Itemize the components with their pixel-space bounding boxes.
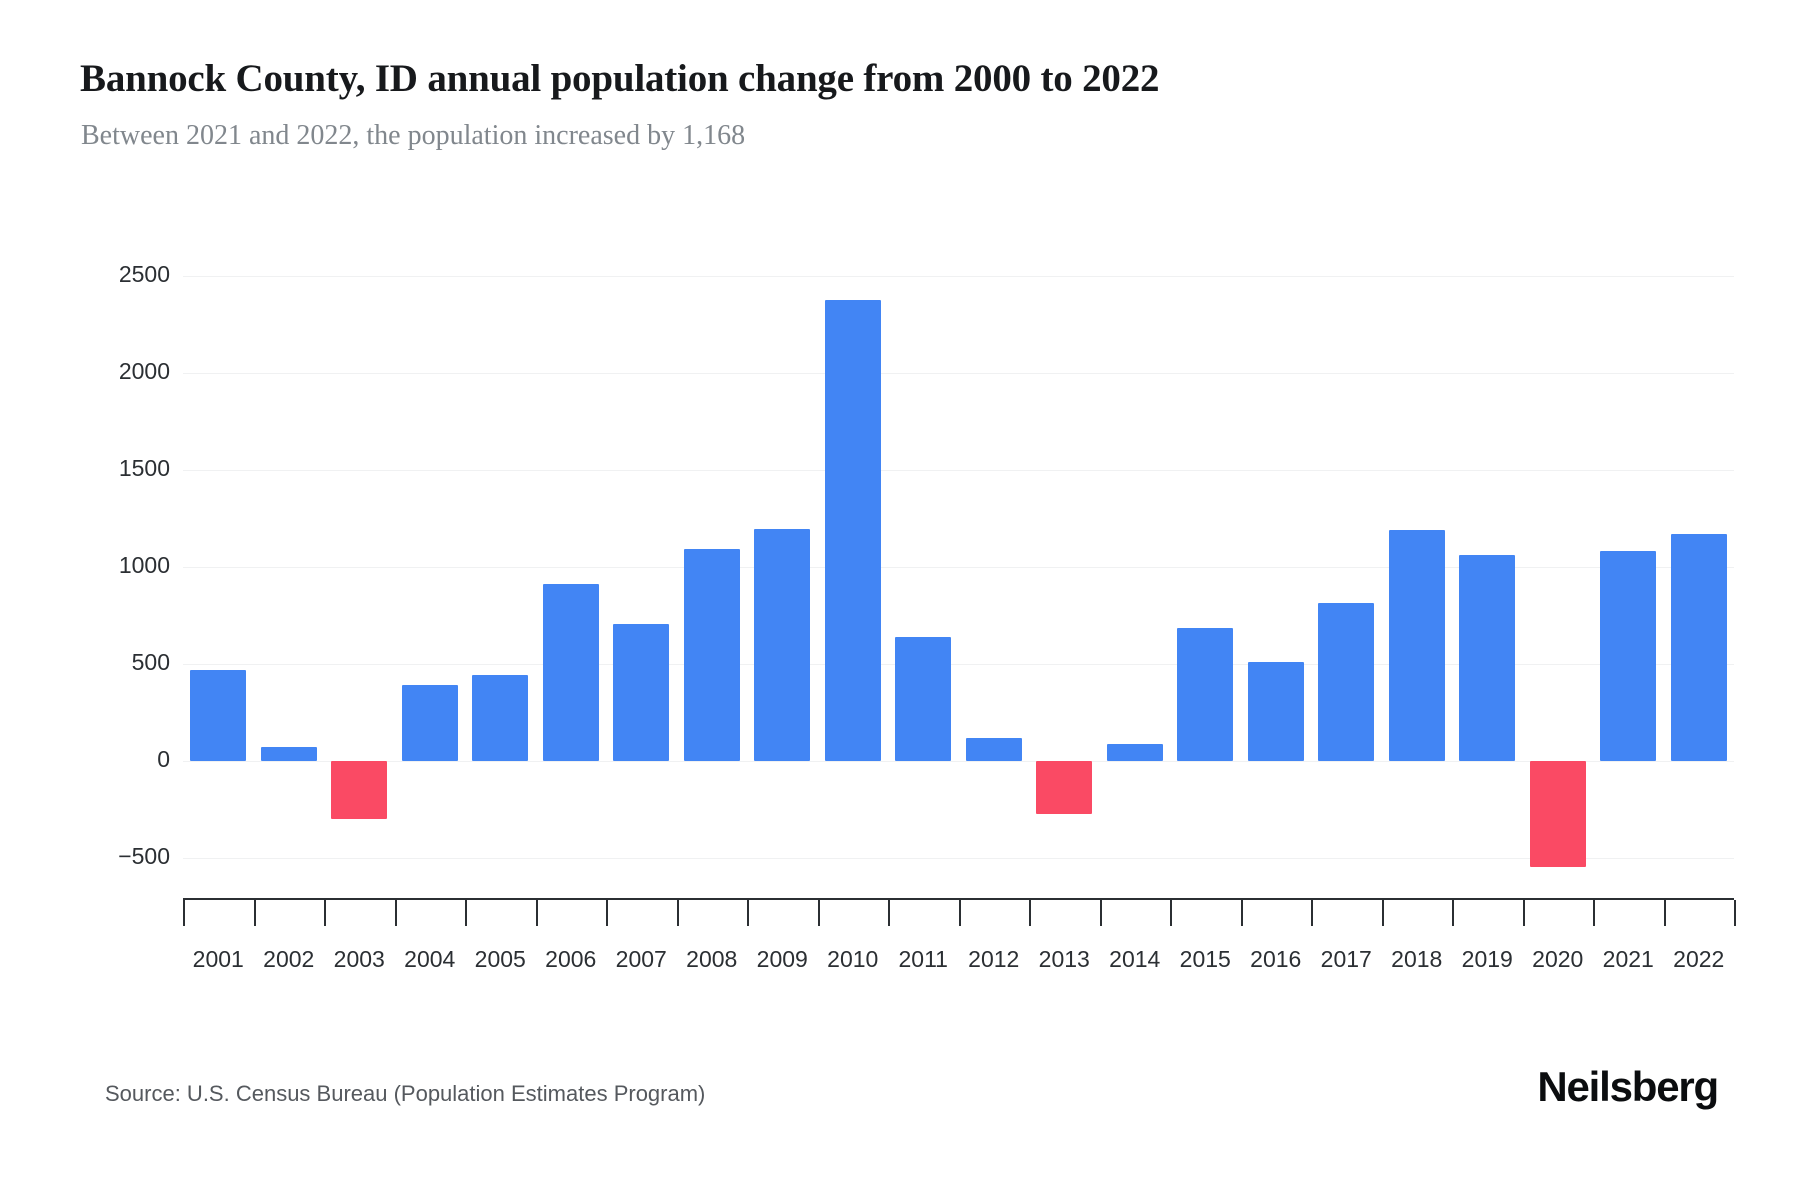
x-axis-tick (747, 900, 749, 926)
x-axis-tick (1240, 900, 1243, 926)
x-axis-tick (1029, 900, 1031, 926)
bar-2021[interactable] (1600, 551, 1657, 761)
x-axis-tick-label-2003: 2003 (333, 946, 385, 972)
bar-2003[interactable] (331, 761, 388, 820)
bar-2001[interactable] (190, 669, 247, 761)
y-gridline (183, 276, 1734, 277)
x-axis-tick (888, 900, 890, 926)
x-axis-tick-label-2015: 2015 (1179, 946, 1231, 972)
bar-2012[interactable] (965, 737, 1022, 761)
x-axis-tick-label-2005: 2005 (474, 946, 526, 972)
x-axis-tick (535, 900, 538, 926)
x-axis-tick (817, 900, 820, 926)
bar-2022[interactable] (1670, 534, 1727, 761)
x-axis-tick (958, 900, 961, 926)
x-axis-tick-label-2013: 2013 (1038, 946, 1090, 972)
bar-2007[interactable] (613, 624, 670, 761)
bar-2006[interactable] (542, 584, 599, 761)
page-subtitle: Between 2021 and 2022, the population in… (81, 120, 746, 151)
x-axis-tick-label-2020: 2020 (1532, 946, 1584, 972)
source-note: Source: U.S. Census Bureau (Population E… (105, 1081, 706, 1106)
x-axis-tick (1734, 900, 1736, 926)
x-axis-tick-label-2006: 2006 (545, 946, 597, 972)
x-axis-tick (1099, 900, 1102, 926)
x-axis-tick (1452, 900, 1454, 926)
x-axis-tick-label-2022: 2022 (1673, 946, 1725, 972)
y-gridline (183, 664, 1734, 665)
bar-2019[interactable] (1459, 555, 1516, 761)
x-axis-tick-label-2004: 2004 (404, 946, 456, 972)
x-axis-tick (606, 900, 608, 926)
bar-2005[interactable] (472, 674, 529, 761)
x-axis-tick (1663, 900, 1666, 926)
y-axis-tick-label: 1500 (118, 455, 170, 481)
x-axis-tick-label-2021: 2021 (1602, 946, 1654, 972)
x-axis-tick-label-2018: 2018 (1391, 946, 1443, 972)
x-axis-tick (676, 900, 679, 926)
x-axis-tick (183, 900, 185, 926)
x-axis-tick-label-2010: 2010 (827, 946, 879, 972)
x-axis-tick (324, 900, 326, 926)
y-axis-tick-label: −500 (118, 843, 170, 869)
y-gridline (183, 761, 1734, 762)
x-axis-line (183, 898, 1734, 900)
x-axis-tick-label-2016: 2016 (1250, 946, 1302, 972)
x-axis-tick-label-2008: 2008 (686, 946, 738, 972)
y-gridline (183, 373, 1734, 374)
x-axis-tick (253, 900, 256, 926)
x-axis-tick-label-2019: 2019 (1461, 946, 1513, 972)
bar-2010[interactable] (824, 300, 881, 761)
x-axis-tick (1522, 900, 1525, 926)
x-axis-tick-label-2007: 2007 (615, 946, 667, 972)
brand-logo: Neilsberg (1537, 1063, 1719, 1110)
bar-2015[interactable] (1177, 628, 1234, 761)
y-gridline (183, 858, 1734, 859)
x-axis-tick (1593, 900, 1595, 926)
bar-2020[interactable] (1529, 761, 1586, 867)
bar-2002[interactable] (260, 747, 317, 761)
x-axis-tick-label-2011: 2011 (898, 946, 948, 972)
bar-2014[interactable] (1106, 743, 1163, 761)
y-gridline (183, 567, 1734, 568)
x-axis-tick (394, 900, 397, 926)
bar-2016[interactable] (1247, 662, 1304, 761)
page-title: Bannock County, ID annual population cha… (80, 57, 1160, 100)
bar-2009[interactable] (754, 529, 811, 761)
bar-2004[interactable] (401, 685, 458, 761)
bar-2008[interactable] (683, 548, 740, 761)
bar-2011[interactable] (895, 636, 952, 761)
y-axis-tick-label: 0 (157, 746, 170, 772)
x-axis-tick-label-2009: 2009 (756, 946, 808, 972)
y-axis-tick-label: 2000 (118, 358, 170, 384)
x-axis-tick-label-2001: 2001 (192, 946, 244, 972)
x-axis-tick (1170, 900, 1172, 926)
y-gridline (183, 470, 1734, 471)
x-axis-tick (1381, 900, 1384, 926)
bar-2017[interactable] (1318, 602, 1375, 761)
bar-2018[interactable] (1388, 530, 1445, 761)
x-axis-tick-label-2002: 2002 (263, 946, 315, 972)
x-axis-tick (1311, 900, 1313, 926)
y-axis-tick-label: 1000 (118, 552, 170, 578)
y-axis-tick-label: 500 (131, 649, 170, 675)
x-axis-tick-label-2014: 2014 (1109, 946, 1161, 972)
bar-2013[interactable] (1036, 761, 1093, 815)
x-axis-tick-label-2012: 2012 (968, 946, 1020, 972)
y-axis-tick-label: 2500 (118, 261, 170, 287)
x-axis-tick (465, 900, 467, 926)
x-axis-tick-label-2017: 2017 (1320, 946, 1372, 972)
